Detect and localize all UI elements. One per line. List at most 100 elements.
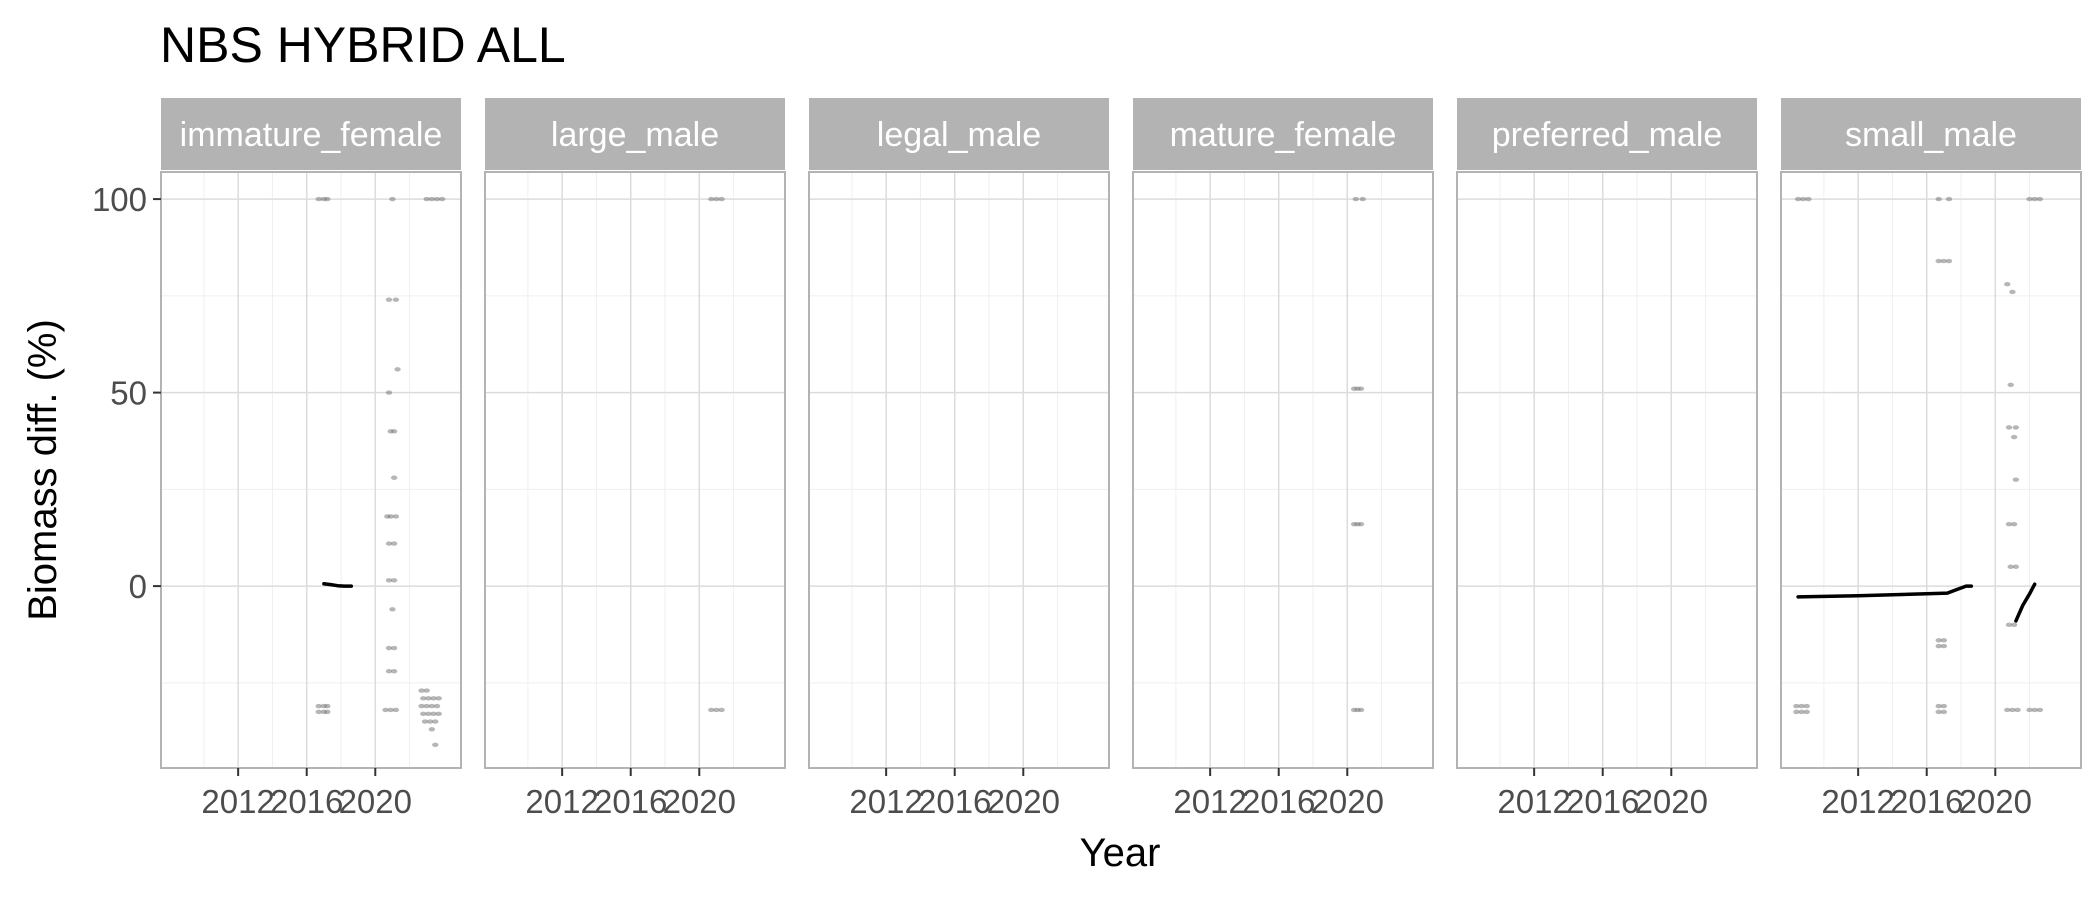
data-point	[425, 696, 432, 701]
data-point	[2036, 707, 2044, 713]
data-point	[718, 196, 725, 202]
data-point	[1357, 707, 1365, 713]
y-tick-label: 50	[110, 375, 147, 412]
data-point	[2009, 707, 2016, 713]
data-point	[390, 645, 398, 651]
data-point	[418, 703, 425, 709]
data-point	[1794, 196, 1802, 202]
data-point	[1798, 703, 1805, 709]
data-point	[420, 696, 427, 701]
x-tick-label: 2016	[594, 783, 667, 820]
data-point	[1805, 196, 1812, 202]
data-point	[1940, 643, 1948, 649]
x-tick-label: 2020	[1635, 783, 1708, 820]
facet-strip	[809, 98, 1109, 170]
facet-strip	[1133, 98, 1433, 170]
data-point	[390, 429, 398, 434]
data-point	[324, 196, 331, 202]
trend-line	[2014, 582, 2037, 623]
x-tick-label: 2012	[1497, 783, 1570, 820]
facet-strip-label: immature_female	[180, 116, 443, 154]
x-tick-label: 2016	[918, 783, 991, 820]
data-point	[2036, 196, 2044, 202]
data-point	[1935, 638, 1942, 643]
data-point	[433, 196, 441, 202]
data-point	[390, 541, 398, 546]
panel-border	[1456, 171, 1758, 769]
data-point	[1940, 638, 1948, 643]
panel-border	[808, 171, 1110, 769]
data-point	[428, 727, 436, 732]
data-point	[385, 578, 393, 583]
data-point	[713, 196, 720, 202]
data-point	[2005, 622, 2013, 628]
x-tick-label: 2016	[1566, 783, 1639, 820]
data-point	[1945, 258, 1953, 264]
data-point	[1803, 703, 1810, 709]
data-point	[315, 196, 322, 202]
panel-border	[1780, 171, 2082, 769]
panel-border	[160, 171, 462, 769]
data-point	[390, 475, 398, 480]
data-point	[425, 711, 432, 717]
data-point	[2031, 707, 2038, 713]
data-point	[392, 514, 400, 519]
data-point	[390, 669, 398, 674]
data-point	[1357, 521, 1365, 527]
data-point	[387, 707, 394, 713]
data-point	[428, 196, 436, 202]
x-tick-label: 2016	[1242, 783, 1315, 820]
panel-background	[485, 172, 785, 768]
x-tick-label: 2012	[201, 783, 274, 820]
chart-title: NBS HYBRID ALL	[160, 17, 566, 73]
y-tick-label: 0	[129, 568, 147, 605]
facet-strip	[485, 98, 785, 170]
data-point	[421, 719, 429, 724]
data-point	[1935, 703, 1942, 709]
data-point	[423, 196, 430, 202]
x-tick-label: 2020	[663, 783, 736, 820]
data-point	[708, 707, 715, 713]
panel-background	[1781, 172, 2081, 768]
data-point	[432, 719, 439, 724]
data-point	[2014, 707, 2021, 713]
panel-border	[484, 171, 786, 769]
x-tick-label: 2012	[1821, 783, 1894, 820]
panel-background	[1133, 172, 1433, 768]
data-point	[713, 707, 720, 713]
x-tick-label: 2016	[1890, 783, 1963, 820]
panel-background	[1457, 172, 1757, 768]
x-tick-label: 2012	[525, 783, 598, 820]
data-point	[426, 719, 434, 724]
data-point	[1793, 703, 1800, 709]
data-point	[1935, 709, 1942, 715]
y-tick-label: 100	[92, 181, 147, 218]
facet-strip-label: mature_female	[1170, 116, 1397, 154]
data-point	[315, 703, 322, 709]
data-point	[2004, 282, 2011, 287]
data-point	[1798, 709, 1805, 715]
data-point	[2007, 382, 2014, 388]
x-tick-label: 2020	[339, 783, 412, 820]
data-point	[392, 297, 400, 302]
panel-background	[809, 172, 1109, 768]
data-point	[387, 514, 394, 519]
data-point	[1352, 196, 1360, 202]
y-axis: 0 50 100	[92, 181, 161, 605]
x-tick-label: 2012	[1173, 783, 1246, 820]
data-point	[438, 196, 446, 202]
trend-line	[1796, 584, 1974, 599]
data-point	[324, 709, 331, 715]
data-point	[1945, 196, 1953, 202]
trend-line	[322, 582, 354, 588]
data-point	[1935, 258, 1942, 264]
data-point	[389, 196, 396, 202]
facet-strip-label: small_male	[1845, 116, 2017, 154]
panels-layer: immature_female201220162020large_male201…	[160, 98, 2082, 820]
y-axis-title: Biomass diff. (%)	[21, 319, 65, 621]
